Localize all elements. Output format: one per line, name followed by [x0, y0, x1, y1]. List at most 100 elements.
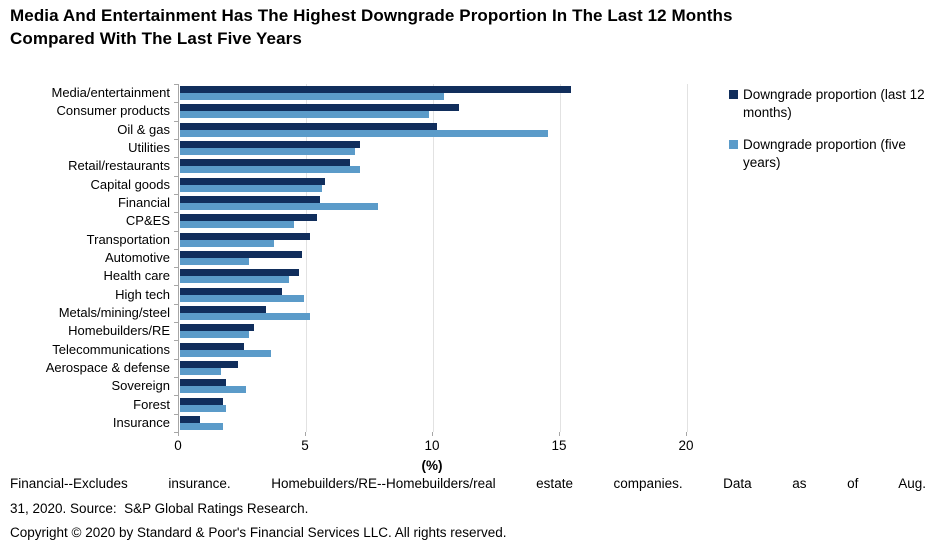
- footnote-text: 31, 2020. Source: S&P Global Ratings Res…: [10, 500, 309, 516]
- x-axis-tick-label: 0: [174, 438, 182, 453]
- y-axis-tick: [174, 120, 178, 122]
- category-label: Health care: [103, 268, 170, 284]
- bar-last-12-months: [180, 122, 437, 130]
- x-axis-tick: [686, 432, 687, 436]
- category-row: [180, 194, 687, 212]
- plot-area: [178, 84, 688, 432]
- category-label: Consumer products: [56, 103, 170, 119]
- gridline: [433, 84, 434, 432]
- bar-last-12-months: [180, 159, 351, 167]
- category-row: [180, 84, 687, 102]
- category-row: [180, 102, 687, 120]
- bar-last-12-months: [180, 287, 282, 295]
- bar-five-years: [180, 148, 356, 156]
- bar-last-12-months: [180, 379, 226, 387]
- bar-five-years: [180, 221, 295, 229]
- bar-five-years: [180, 166, 361, 174]
- category-label: Utilities: [128, 140, 170, 156]
- category-label: Sovereign: [111, 378, 170, 394]
- category-label: Retail/restaurants: [68, 158, 170, 174]
- legend: Downgrade proportion (last 12 months) Do…: [729, 86, 931, 186]
- category-row: [180, 231, 687, 249]
- category-row: [180, 377, 687, 395]
- bar-five-years: [180, 239, 274, 247]
- bar-last-12-months: [180, 214, 318, 222]
- x-axis-tick: [432, 432, 433, 436]
- category-label: Automotive: [104, 250, 170, 265]
- y-axis-tick: [174, 102, 178, 104]
- bar-five-years: [180, 111, 429, 119]
- category-row: [180, 121, 687, 139]
- category-label: Transportation: [86, 231, 170, 247]
- y-axis-tick: [174, 138, 178, 140]
- category-label: Telecommunications: [52, 341, 170, 357]
- y-axis-tick: [174, 267, 178, 269]
- gridline: [306, 84, 307, 432]
- y-axis-tick: [174, 248, 178, 250]
- category-label: Metals/mining/steel: [58, 304, 170, 320]
- y-axis-tick: [174, 358, 178, 360]
- y-axis-tick: [174, 322, 178, 324]
- category-label: Homebuilders/RE: [68, 323, 170, 339]
- bar-five-years: [180, 276, 290, 284]
- x-axis-tick: [305, 432, 306, 436]
- category-row: [180, 267, 687, 285]
- y-axis-tick: [174, 303, 178, 305]
- y-axis-tick: [174, 413, 178, 415]
- bar-five-years: [180, 203, 379, 211]
- bar-last-12-months: [180, 360, 239, 368]
- y-axis-tick: [174, 395, 178, 397]
- category-row: [180, 212, 687, 230]
- bar-five-years: [180, 257, 249, 265]
- y-axis-tick: [174, 285, 178, 287]
- category-label: Oil & gas: [117, 121, 170, 137]
- bar-five-years: [180, 349, 272, 357]
- category-row: [180, 395, 687, 413]
- y-axis-tick: [174, 84, 178, 85]
- bar-last-12-months: [180, 141, 361, 149]
- category-row: [180, 322, 687, 340]
- bar-last-12-months: [180, 397, 224, 405]
- bar-five-years: [180, 294, 305, 302]
- y-axis-tick: [174, 377, 178, 379]
- category-label: High tech: [115, 286, 170, 302]
- bar-five-years: [180, 93, 445, 101]
- bar-five-years: [180, 367, 221, 375]
- category-row: [180, 414, 687, 432]
- bar-five-years: [180, 312, 310, 320]
- legend-swatch-light-square-icon: [729, 140, 738, 149]
- category-label: CP&ES: [125, 213, 170, 229]
- category-label: Insurance: [112, 414, 170, 430]
- y-axis-tick: [174, 175, 178, 177]
- category-label: Capital goods: [90, 176, 171, 192]
- x-axis-tick-label: 20: [678, 438, 694, 453]
- category-row: [180, 304, 687, 322]
- bar-last-12-months: [180, 342, 244, 350]
- category-row: [180, 340, 687, 358]
- bar-five-years: [180, 331, 249, 339]
- footnote-text: Financial--Excludes insurance. Homebuild…: [10, 476, 926, 491]
- bar-five-years: [180, 422, 224, 430]
- category-label: Aerospace & defense: [45, 359, 170, 375]
- x-axis-tick-label: 15: [551, 438, 567, 453]
- bar-last-12-months: [180, 196, 320, 204]
- bar-last-12-months: [180, 415, 201, 423]
- x-axis-tick-label: 5: [301, 438, 309, 453]
- category-label: Forest: [133, 396, 170, 412]
- category-row: [180, 249, 687, 267]
- x-axis-title: (%): [421, 458, 443, 473]
- y-axis-tick: [174, 157, 178, 159]
- bar-five-years: [180, 386, 247, 394]
- legend-label: Downgrade proportion (last 12 months): [743, 87, 925, 120]
- gridline: [687, 84, 688, 432]
- bar-last-12-months: [180, 250, 302, 258]
- y-axis-tick: [174, 340, 178, 342]
- category-row: [180, 139, 687, 157]
- x-axis-tick: [178, 432, 179, 436]
- legend-label: Downgrade proportion (five years): [743, 137, 906, 170]
- bar-last-12-months: [180, 305, 267, 313]
- bar-last-12-months: [180, 232, 310, 240]
- bar-five-years: [180, 184, 323, 192]
- category-row: [180, 176, 687, 194]
